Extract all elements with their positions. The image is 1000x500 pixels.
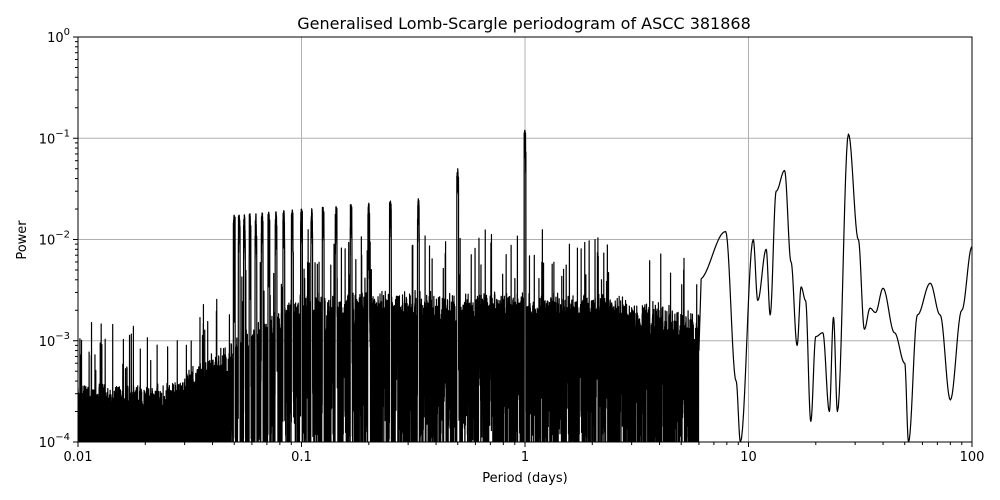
power-series-line [78, 129, 972, 442]
y-tick-label: 100 [47, 27, 70, 46]
x-tick-label: 0.1 [291, 450, 312, 465]
chart-title: Generalised Lomb-Scargle periodogram of … [297, 14, 751, 33]
y-tick-label: 10−3 [39, 331, 70, 350]
y-axis-ticks: 100 10−1 10−2 10−3 10−4 [39, 27, 78, 451]
y-tick-label: 10−1 [39, 128, 70, 147]
x-tick-label: 100 [960, 450, 985, 465]
x-tick-label: 0.01 [64, 450, 93, 465]
y-axis-label: Power [15, 220, 30, 260]
y-tick-label: 10−2 [39, 230, 70, 249]
x-tick-label: 10 [740, 450, 757, 465]
x-axis-label: Period (days) [482, 471, 568, 486]
x-axis-ticks: 0.01 0.1 1 10 100 [64, 442, 985, 465]
grid-lines [78, 37, 972, 442]
y-tick-label: 10−4 [39, 432, 70, 451]
x-tick-label: 1 [521, 450, 529, 465]
